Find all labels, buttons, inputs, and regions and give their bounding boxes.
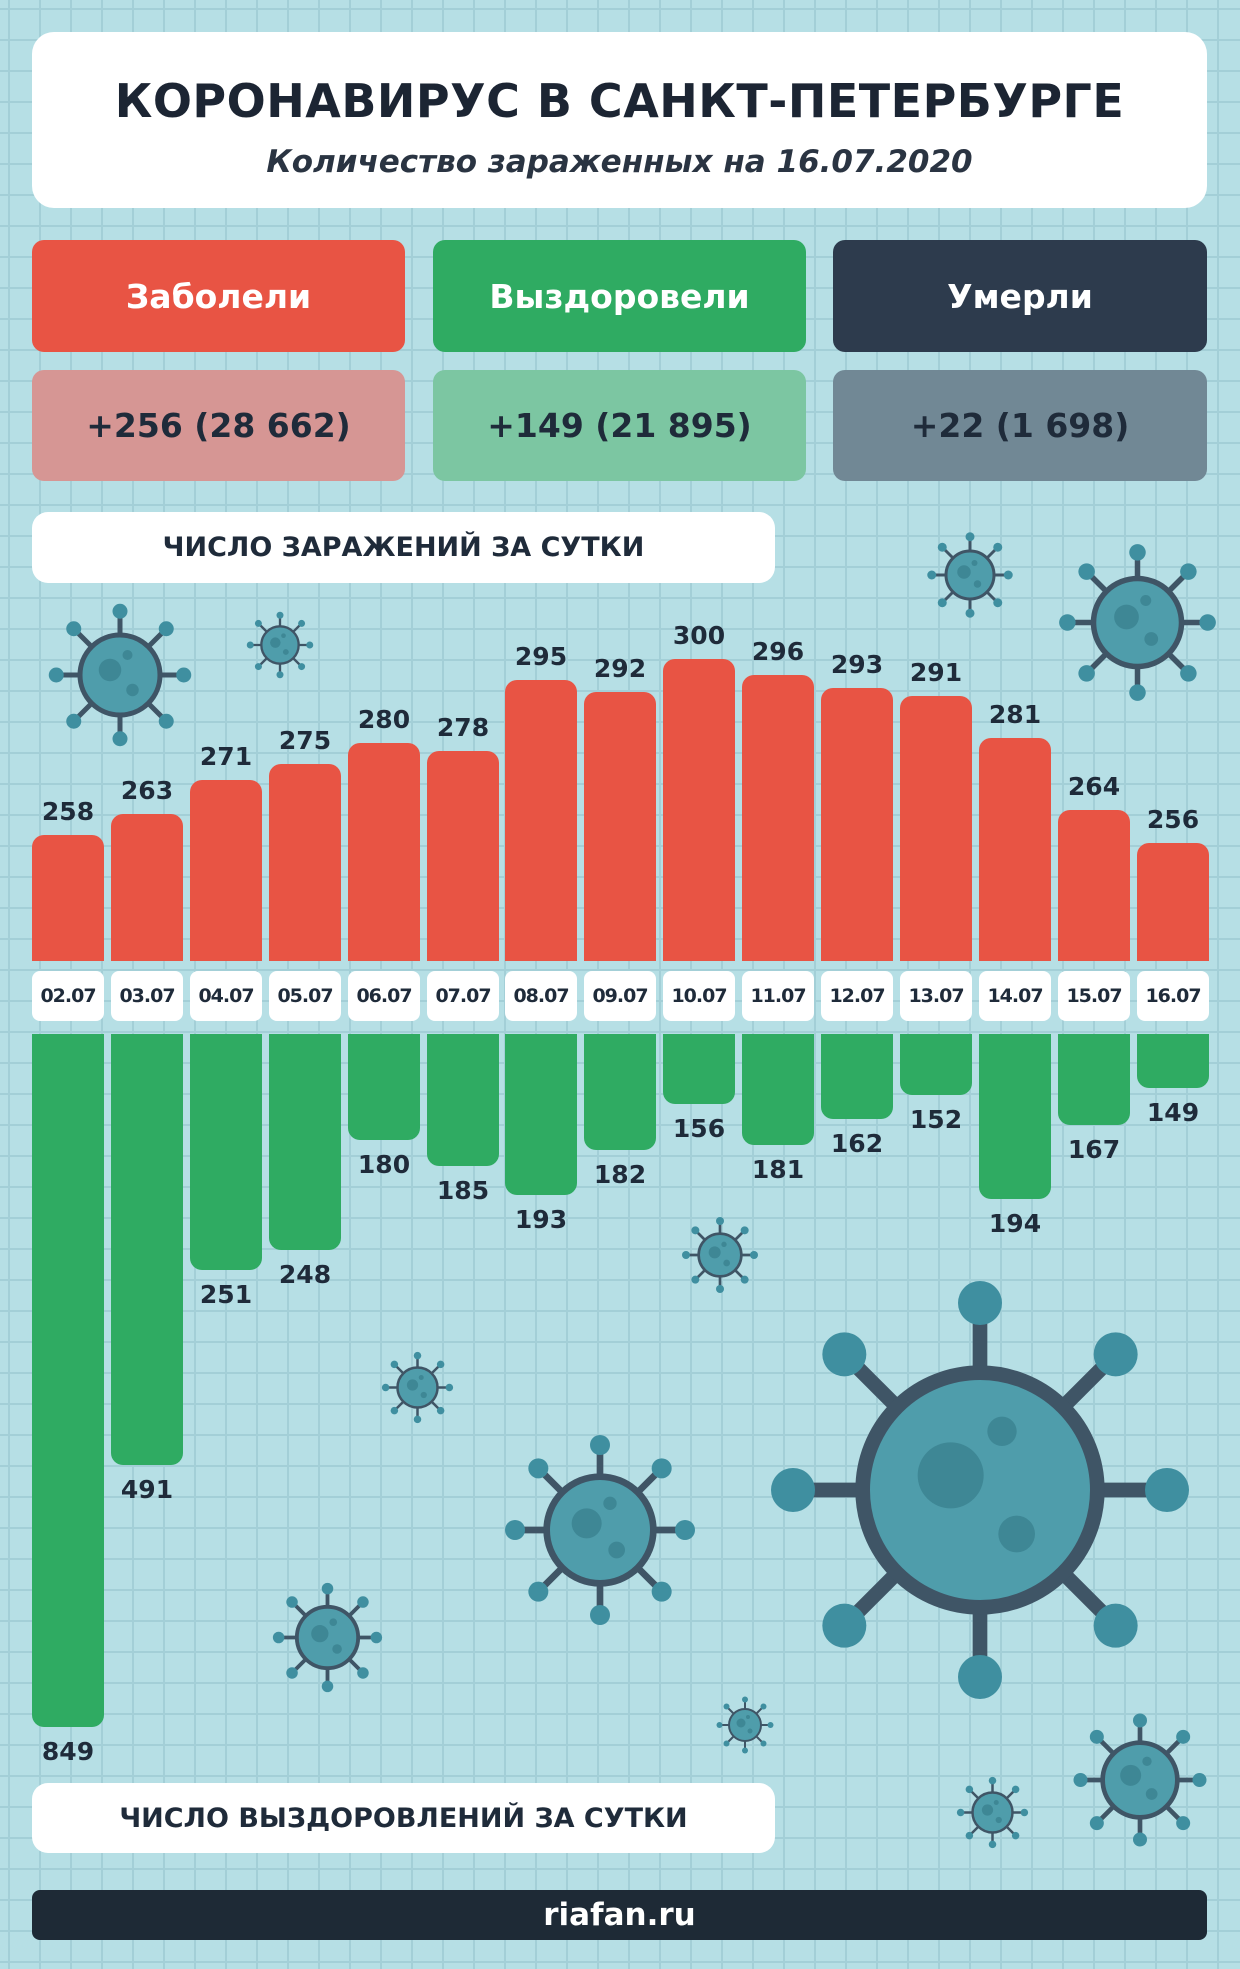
recovery-bar xyxy=(190,1034,262,1270)
infection-bar xyxy=(979,738,1051,961)
infection-value-label: 280 xyxy=(357,704,411,734)
infection-bar xyxy=(348,742,420,961)
infection-bar xyxy=(32,835,104,961)
recovery-value-label: 181 xyxy=(751,1155,805,1185)
recovery-bar xyxy=(269,1034,341,1250)
infection-bar xyxy=(821,688,893,961)
recovery-bar xyxy=(427,1034,499,1166)
infection-value-label: 295 xyxy=(514,641,568,671)
recovery-value-label: 251 xyxy=(199,1280,253,1309)
date-label: 06.07 xyxy=(348,971,420,1021)
infection-bar xyxy=(1058,809,1130,961)
infection-bar xyxy=(900,696,972,961)
virus-icon xyxy=(270,1580,385,1695)
page-title: КОРОНАВИРУС В САНКТ-ПЕТЕРБУРГЕ xyxy=(114,74,1125,128)
recovery-value-label: 491 xyxy=(120,1475,174,1504)
recovery-bar xyxy=(1137,1034,1209,1088)
virus-icon xyxy=(1055,540,1220,705)
recovery-value-label: 185 xyxy=(436,1176,490,1205)
recovery-value-label: 248 xyxy=(278,1260,332,1289)
date-label: 09.07 xyxy=(584,971,656,1021)
virus-icon xyxy=(955,1775,1030,1850)
stat-label-recovered: Выздоровели xyxy=(433,240,806,352)
virus-icon xyxy=(1070,1710,1210,1850)
recovery-value-label: 180 xyxy=(357,1150,411,1179)
recovery-value-label: 162 xyxy=(830,1129,884,1158)
date-label: 08.07 xyxy=(505,971,577,1021)
header-card: КОРОНАВИРУС В САНКТ-ПЕТЕРБУРГЕ Количеств… xyxy=(32,32,1207,208)
infection-bar xyxy=(742,675,814,961)
infection-bar xyxy=(1137,843,1209,961)
date-label: 13.07 xyxy=(900,971,972,1021)
recovery-value-label: 182 xyxy=(593,1160,647,1190)
infection-bar xyxy=(505,679,577,961)
recovery-value-label: 149 xyxy=(1146,1098,1200,1127)
recovery-value-label: 152 xyxy=(909,1104,963,1134)
date-label: 02.07 xyxy=(32,971,104,1021)
date-label: 07.07 xyxy=(427,971,499,1021)
infections-section-label: ЧИСЛО ЗАРАЖЕНИЙ ЗА СУТКИ xyxy=(32,512,775,583)
date-label: 05.07 xyxy=(269,971,341,1021)
recoveries-section-label: ЧИСЛО ВЫЗДОРОВЛЕНИЙ ЗА СУТКИ xyxy=(32,1783,775,1853)
infection-bar xyxy=(427,751,499,961)
date-label: 11.07 xyxy=(742,971,814,1021)
infection-value-label: 300 xyxy=(672,620,726,650)
infection-bar xyxy=(584,692,656,961)
infection-bar xyxy=(269,763,341,961)
infection-bar xyxy=(663,658,735,961)
date-label: 14.07 xyxy=(979,971,1051,1021)
recovery-bar xyxy=(979,1034,1051,1199)
date-label: 15.07 xyxy=(1058,971,1130,1021)
stat-label-deaths: Умерли xyxy=(833,240,1207,352)
recovery-value-label: 156 xyxy=(672,1114,726,1143)
recovery-value-label: 194 xyxy=(988,1209,1042,1238)
stat-value-infected: +256 (28 662) xyxy=(32,370,405,481)
virus-icon xyxy=(45,600,195,750)
recovery-bar xyxy=(663,1034,735,1104)
infection-value-label: 264 xyxy=(1067,771,1121,801)
footer-source: riafan.ru xyxy=(32,1890,1207,1940)
infection-value-label: 263 xyxy=(120,776,174,805)
infection-value-label: 275 xyxy=(278,725,332,755)
recovery-bar xyxy=(111,1034,183,1465)
recovery-bar xyxy=(821,1034,893,1119)
infection-value-label: 278 xyxy=(436,713,490,742)
date-label: 12.07 xyxy=(821,971,893,1021)
infection-value-label: 256 xyxy=(1146,805,1200,835)
date-label: 04.07 xyxy=(190,971,262,1021)
virus-icon xyxy=(715,1695,775,1755)
virus-icon xyxy=(380,1350,455,1425)
infection-bar xyxy=(111,814,183,961)
recovery-bar xyxy=(32,1034,104,1727)
page-subtitle: Количество зараженных на 16.07.2020 xyxy=(266,144,973,180)
virus-icon xyxy=(760,1270,1200,1710)
virus-icon xyxy=(680,1215,760,1295)
infection-value-label: 291 xyxy=(909,658,963,688)
infection-value-label: 258 xyxy=(41,797,95,826)
infection-value-label: 281 xyxy=(988,700,1042,730)
stat-label-infected: Заболели xyxy=(32,240,405,352)
infection-value-label: 292 xyxy=(593,654,647,684)
recovery-bar xyxy=(348,1034,420,1140)
date-label: 10.07 xyxy=(663,971,735,1021)
recovery-value-label: 167 xyxy=(1067,1134,1121,1164)
recovery-value-label: 193 xyxy=(514,1205,568,1235)
recovery-bar xyxy=(505,1034,577,1196)
date-label: 03.07 xyxy=(111,971,183,1021)
virus-icon xyxy=(925,530,1015,620)
infection-value-label: 296 xyxy=(751,637,805,667)
recovery-bar xyxy=(742,1034,814,1146)
recovery-bar xyxy=(900,1034,972,1095)
recovery-bar xyxy=(1058,1034,1130,1125)
virus-icon xyxy=(245,610,315,680)
infection-bar xyxy=(190,780,262,961)
virus-icon xyxy=(500,1430,700,1630)
infection-value-label: 271 xyxy=(199,742,253,772)
stat-value-deaths: +22 (1 698) xyxy=(833,370,1207,481)
recovery-bar xyxy=(584,1034,656,1151)
infection-value-label: 293 xyxy=(830,650,884,679)
stat-value-recovered: +149 (21 895) xyxy=(433,370,806,481)
date-label: 16.07 xyxy=(1137,971,1209,1021)
recovery-value-label: 849 xyxy=(41,1737,95,1766)
